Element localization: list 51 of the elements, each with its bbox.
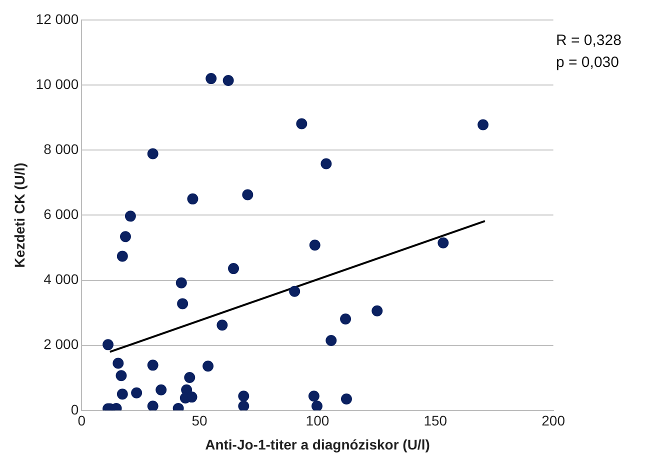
x-tick-label: 100 [306,412,330,429]
point [147,360,158,371]
y-tick-label: 10 000 [36,76,79,92]
point [372,305,383,316]
point [216,320,228,331]
point [187,193,198,204]
point [438,237,449,248]
x-tick-label: 200 [542,412,566,429]
point [116,370,127,382]
point [206,73,217,84]
point [112,358,124,369]
point [177,298,188,310]
y-tick-label: 0 [70,401,79,418]
point [147,400,158,410]
y-tick-label: 4 000 [44,271,79,288]
point [131,387,142,398]
point [176,277,187,288]
y-tick-label: 12 000 [36,10,79,27]
y-tick-label: 8 000 [44,140,79,157]
point [308,390,320,402]
y-tick-label: 6 000 [44,206,79,222]
point [124,210,136,222]
point [147,148,158,160]
x-tick-label: 150 [424,412,448,429]
x-axis-title: Anti-Jo-1-titer a diagnóziskor (U/l) [205,436,430,452]
y-tick-label: 2 000 [44,336,79,352]
point [102,339,114,350]
point [309,240,320,251]
point [340,394,352,405]
text: p = 0,030 [556,53,620,73]
point [222,75,234,86]
point [238,400,250,410]
point [478,119,489,130]
point [120,231,131,242]
text: R = 0,328 [556,31,622,51]
point [116,250,128,262]
point [228,263,240,274]
y-axis-title: Kezdeti CK (U/l) [11,162,28,268]
point [242,189,254,200]
x-tick-label: 50 [192,412,208,429]
point [312,400,322,410]
point [326,334,337,346]
point [340,313,352,324]
point [238,390,250,402]
point [202,360,214,372]
point [116,388,128,400]
point [296,118,308,130]
point [156,384,167,396]
point [184,372,196,384]
point [289,286,300,297]
point [320,158,332,170]
